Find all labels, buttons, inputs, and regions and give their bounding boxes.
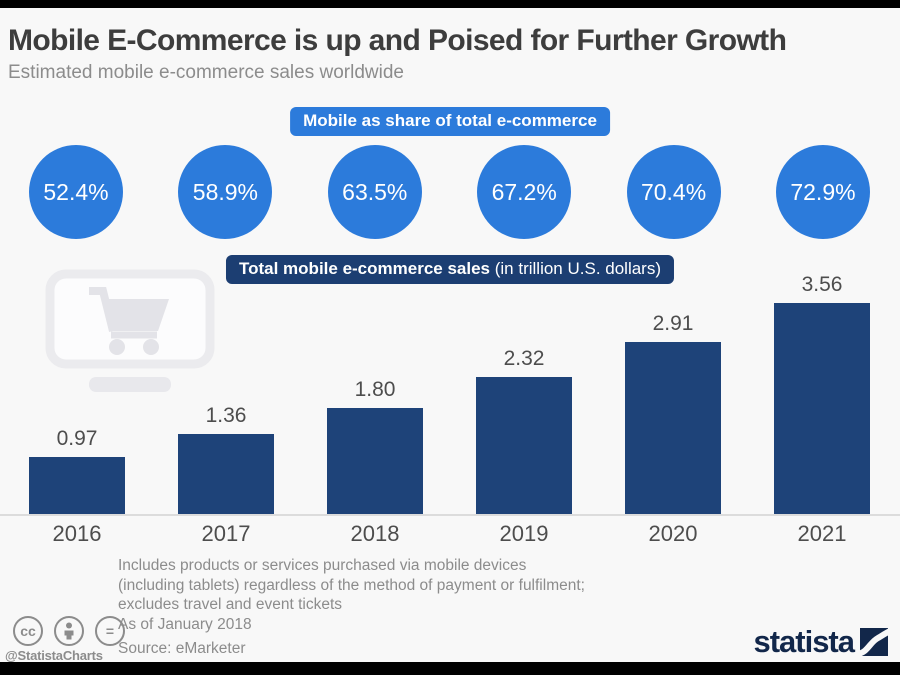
bar bbox=[29, 457, 125, 515]
shopping-cart-watermark bbox=[45, 269, 215, 392]
page-title: Mobile E-Commerce is up and Poised for F… bbox=[8, 24, 787, 57]
sales-badge-bold: Total mobile e-commerce sales bbox=[238, 259, 491, 278]
footnote-line: excludes travel and event tickets bbox=[118, 596, 343, 613]
x-axis-label: 2016 bbox=[52, 521, 102, 546]
bar-value-label: 3.56 bbox=[801, 273, 843, 296]
bar-value-label: 1.36 bbox=[205, 404, 247, 427]
bar bbox=[178, 434, 274, 515]
as-of-date: As of January 2018 bbox=[118, 615, 252, 633]
bar bbox=[625, 342, 721, 515]
bar-column: 3.56 bbox=[774, 273, 870, 515]
page-subtitle: Estimated mobile e-commerce sales worldw… bbox=[8, 62, 404, 83]
footnote-line: (including tablets) regardless of the me… bbox=[118, 576, 585, 594]
share-circle: 63.5% bbox=[327, 145, 422, 239]
bar-value-label: 2.91 bbox=[652, 312, 694, 335]
bar-value-label: 0.97 bbox=[56, 427, 98, 450]
bars-row: 0.97 1.36 1.80 2.32 2.91 3.56 bbox=[29, 273, 870, 515]
x-axis-label: 2019 bbox=[499, 521, 549, 546]
x-axis-label: 2017 bbox=[201, 521, 251, 546]
footnote: Includes products or services purchased … bbox=[118, 556, 585, 634]
attribution-icon bbox=[54, 616, 84, 646]
share-circle: 58.9% bbox=[178, 145, 273, 239]
bar-value-label: 1.80 bbox=[354, 378, 396, 401]
share-circles-row: 52.4% 58.9% 63.5% 67.2% 70.4% 72.9% bbox=[29, 145, 870, 239]
bar-column: 1.80 bbox=[327, 378, 423, 515]
statista-logo-mark bbox=[860, 628, 888, 656]
x-axis-labels-row: 2016 2017 2018 2019 2020 2021 bbox=[29, 521, 870, 547]
top-border bbox=[0, 0, 900, 8]
bar-column: 2.91 bbox=[625, 312, 721, 515]
sales-badge: Total mobile e-commerce sales (in trilli… bbox=[225, 255, 675, 284]
share-circle: 70.4% bbox=[626, 145, 721, 239]
bar bbox=[774, 303, 870, 515]
share-circle: 72.9% bbox=[775, 145, 870, 239]
bar bbox=[476, 377, 572, 515]
share-circle: 67.2% bbox=[477, 145, 572, 239]
share-badge: Mobile as share of total e-commerce bbox=[290, 107, 610, 136]
license-icons: cc = bbox=[13, 616, 125, 646]
bar-value-label: 2.32 bbox=[503, 347, 545, 370]
bar-column: 2.32 bbox=[476, 347, 572, 515]
sales-badge-regular: (in trillion U.S. dollars) bbox=[494, 259, 662, 278]
x-axis-label: 2020 bbox=[648, 521, 698, 546]
statista-logo: statista bbox=[753, 624, 888, 660]
no-derivatives-icon: = bbox=[95, 616, 125, 646]
share-circle: 52.4% bbox=[29, 145, 123, 239]
footnote-line: Includes products or services purchased … bbox=[118, 557, 527, 574]
source-label: Source: eMarketer bbox=[118, 640, 246, 657]
x-axis-label: 2018 bbox=[350, 521, 400, 546]
bottom-border bbox=[0, 662, 900, 675]
statista-logo-text: statista bbox=[753, 624, 855, 659]
x-axis-line bbox=[0, 514, 900, 516]
statista-charts-handle: @StatistaCharts bbox=[5, 648, 103, 663]
cc-icon: cc bbox=[13, 616, 43, 646]
bar-column: 1.36 bbox=[178, 404, 274, 515]
bar bbox=[327, 408, 423, 515]
x-axis-label: 2021 bbox=[797, 521, 847, 546]
bar-column: 0.97 bbox=[29, 427, 125, 515]
